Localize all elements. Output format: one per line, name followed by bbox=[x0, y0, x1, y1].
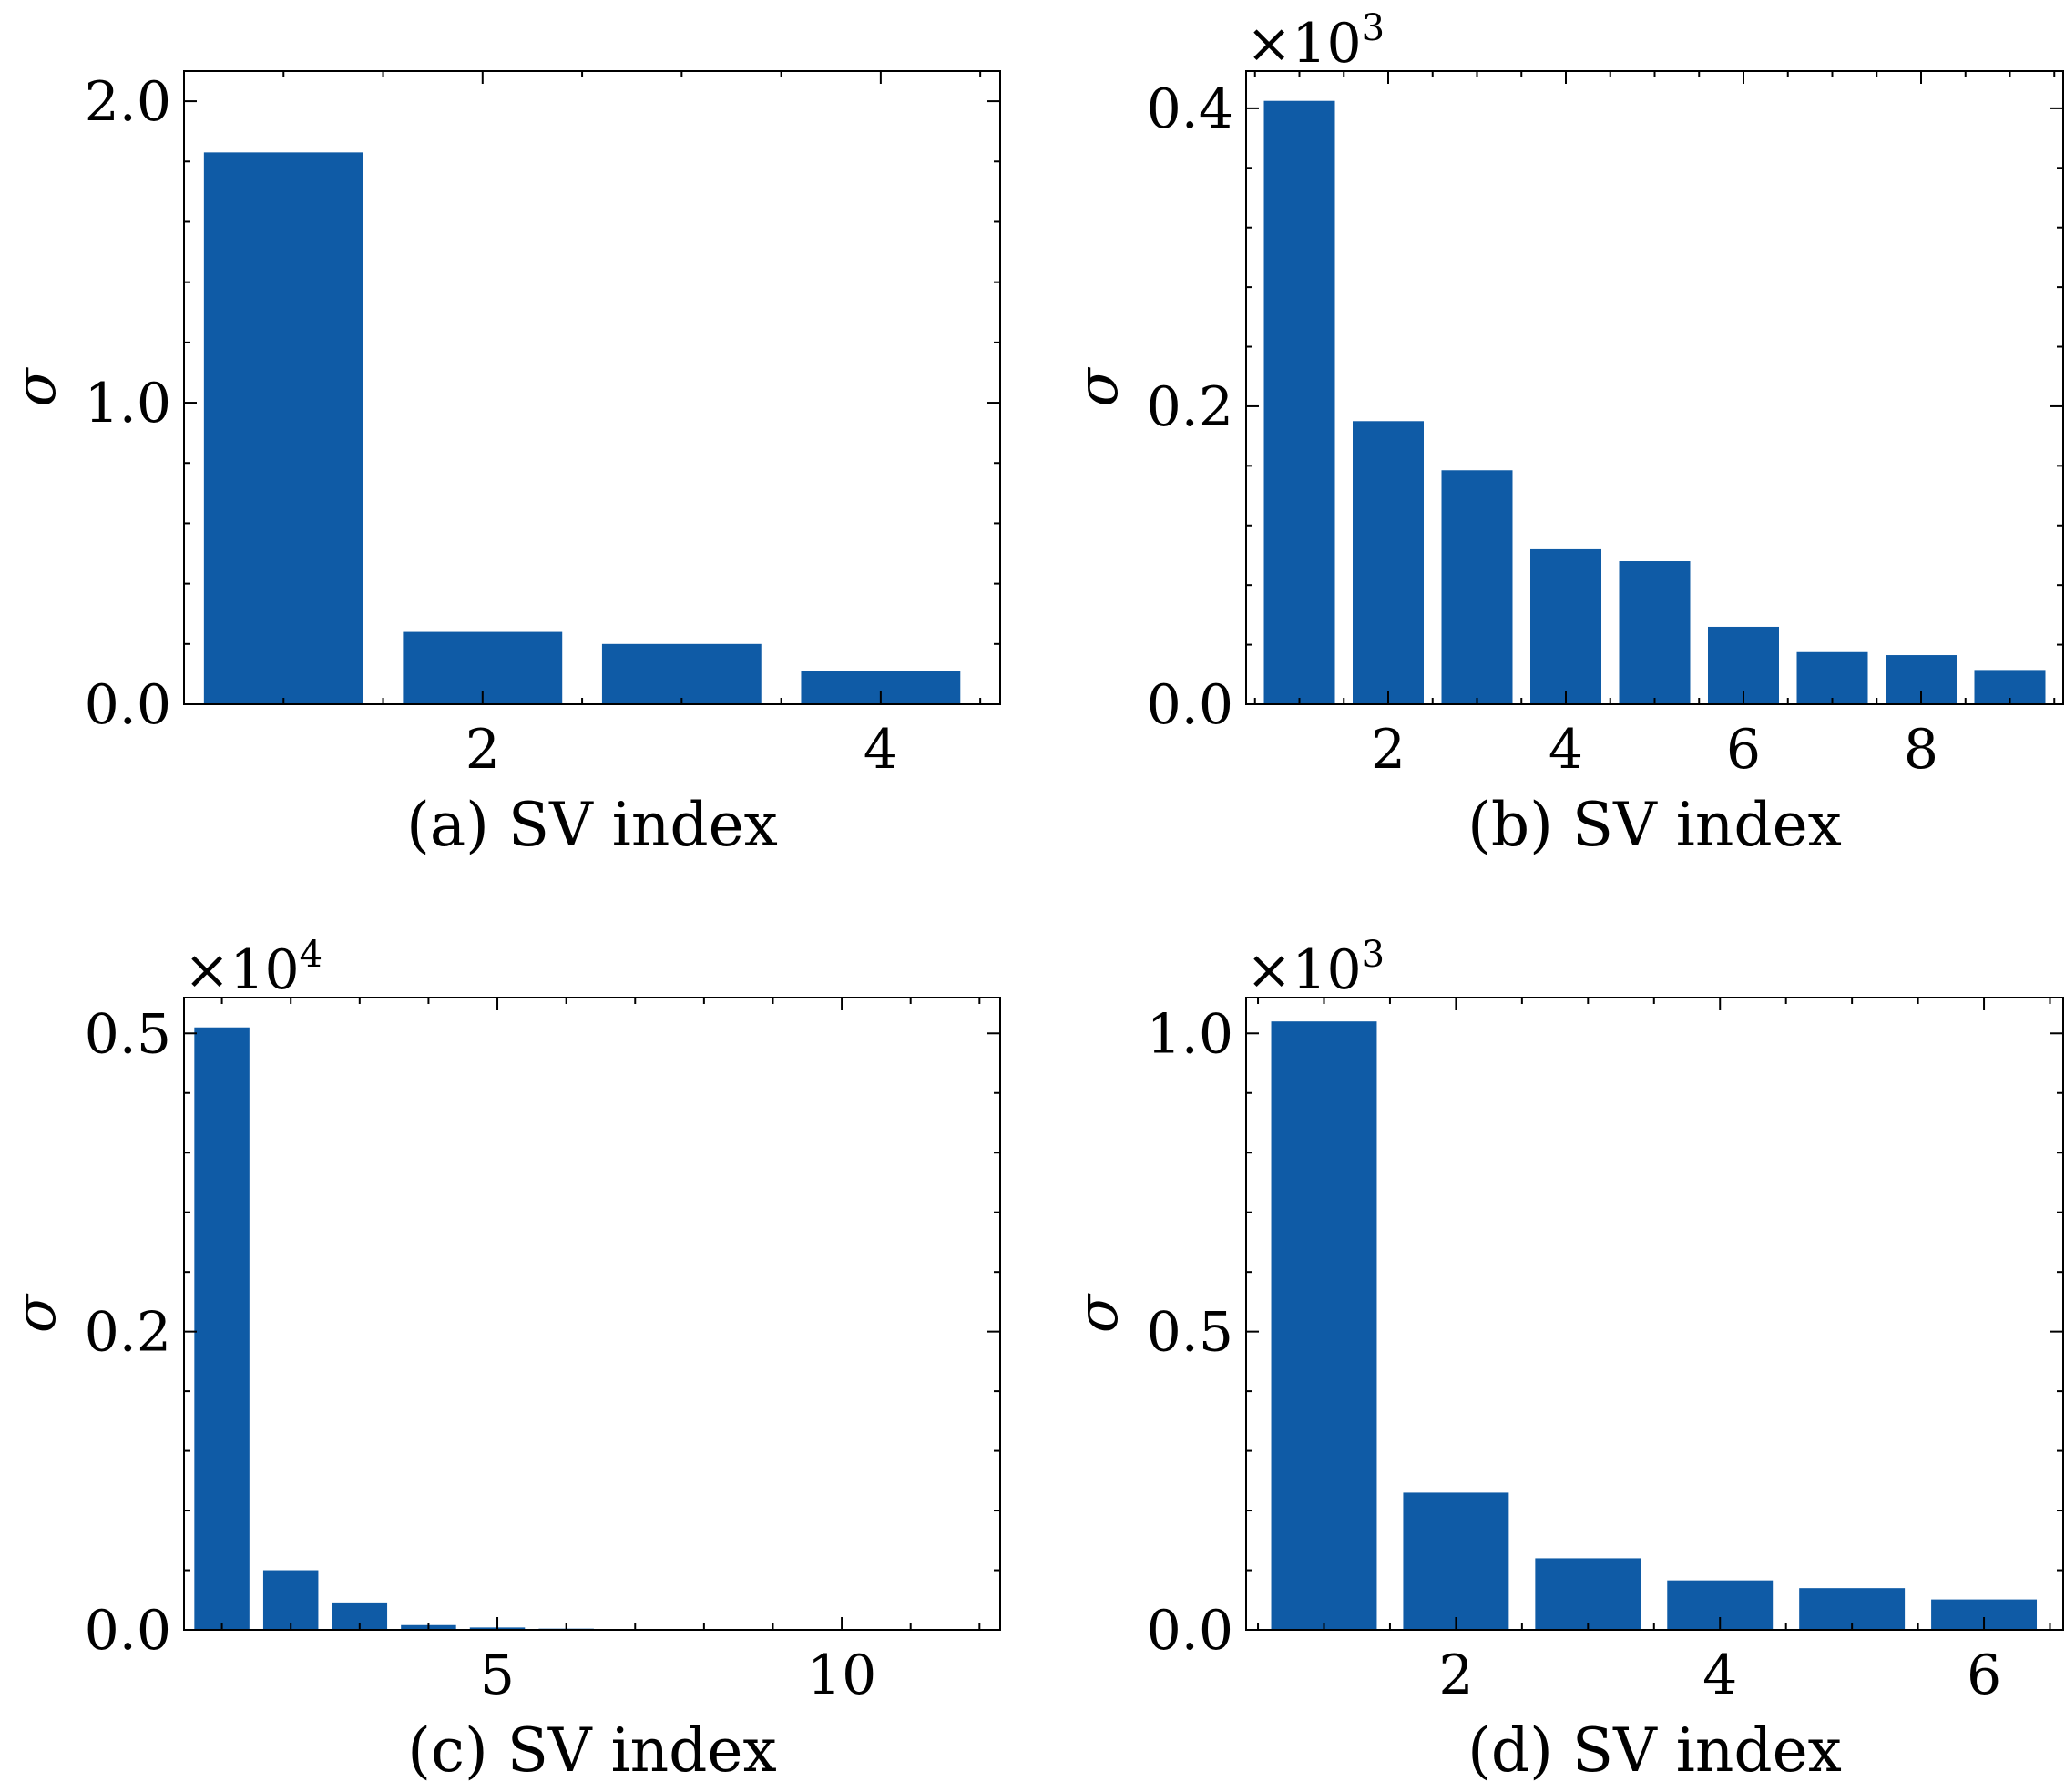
bar-2 bbox=[1353, 421, 1424, 704]
x-tick-label: 6 bbox=[1967, 1644, 2001, 1707]
y-tick-label: 0.4 bbox=[1147, 77, 1233, 141]
axes-frame bbox=[183, 997, 1001, 1631]
bar-5 bbox=[1619, 561, 1691, 704]
x-tick-label: 8 bbox=[1904, 718, 1938, 782]
axis-multiplier: ×103 bbox=[1246, 7, 1385, 76]
bar-3 bbox=[1535, 1558, 1641, 1630]
x-axis-label: (c) SV index bbox=[407, 1715, 776, 1786]
y-tick-label: 0.0 bbox=[1147, 1599, 1233, 1663]
x-tick-label: 2 bbox=[465, 718, 500, 782]
subplot-a: 0.0 1.0 2.0 2 4 (a) SV index σ bbox=[2, 70, 1001, 860]
axis-multiplier: ×103 bbox=[1246, 934, 1385, 1002]
multiplier-exponent: 3 bbox=[1362, 7, 1385, 49]
y-axis-label: σ bbox=[2, 367, 68, 407]
bar-1 bbox=[194, 1027, 250, 1630]
x-tick-label: 4 bbox=[1549, 718, 1583, 782]
axis-multiplier: ×104 bbox=[184, 934, 322, 1002]
bar-1 bbox=[1271, 1021, 1377, 1630]
bar-3 bbox=[601, 643, 762, 704]
y-tick-label: 1.0 bbox=[85, 372, 171, 435]
y-tick-label: 0.0 bbox=[1147, 673, 1233, 737]
x-tick-label: 6 bbox=[1726, 718, 1761, 782]
multiplier-base: ×10 bbox=[1246, 938, 1362, 1002]
y-tick-label: 0.5 bbox=[85, 1002, 171, 1066]
y-tick-label: 0.5 bbox=[1147, 1301, 1233, 1365]
bar-1 bbox=[203, 152, 363, 705]
x-tick-label: 2 bbox=[1438, 1644, 1473, 1707]
bar-4 bbox=[1530, 548, 1601, 704]
multiplier-base: ×10 bbox=[1246, 12, 1362, 76]
bar-5 bbox=[1799, 1588, 1906, 1630]
subplot-b: 0.0 0.2 0.4 2 4 6 8 (b) SV index σ ×103 bbox=[1064, 7, 2064, 860]
x-tick-label: 10 bbox=[807, 1644, 876, 1707]
y-tick-label: 2.0 bbox=[85, 70, 171, 134]
y-tick-label: 0.2 bbox=[1147, 375, 1233, 439]
y-tick-label: 0.2 bbox=[85, 1301, 171, 1365]
y-tick-label: 0.0 bbox=[85, 673, 171, 737]
x-tick-label: 4 bbox=[1702, 1644, 1737, 1707]
bar-6 bbox=[1708, 626, 1779, 704]
x-axis-label: (a) SV index bbox=[406, 790, 778, 860]
y-axis-label: σ bbox=[1064, 1293, 1130, 1333]
y-tick-label: 0.0 bbox=[85, 1599, 171, 1663]
x-tick-label: 5 bbox=[480, 1644, 515, 1707]
y-tick-label: 1.0 bbox=[1147, 1002, 1233, 1066]
subplot-c: 0.0 0.2 0.5 5 10 (c) SV index σ ×104 bbox=[2, 934, 1001, 1786]
x-axis-label: (d) SV index bbox=[1467, 1715, 1842, 1786]
x-tick-label: 2 bbox=[1371, 718, 1406, 782]
multiplier-base: ×10 bbox=[184, 938, 300, 1002]
bar-1 bbox=[1263, 100, 1335, 704]
bar-2 bbox=[1403, 1492, 1509, 1630]
subplot-d: 0.0 0.5 1.0 2 4 6 (d) SV index σ ×103 bbox=[1064, 934, 2064, 1786]
x-tick-label: 4 bbox=[864, 718, 898, 782]
axes-frame bbox=[183, 70, 1001, 705]
multiplier-exponent: 3 bbox=[1362, 934, 1385, 976]
x-axis-label: (b) SV index bbox=[1467, 790, 1842, 860]
bar-7 bbox=[1796, 651, 1868, 704]
y-axis-label: σ bbox=[1064, 367, 1130, 407]
multiplier-exponent: 4 bbox=[300, 934, 322, 976]
bar-3 bbox=[1441, 470, 1513, 704]
bar-2 bbox=[262, 1570, 319, 1630]
y-axis-label: σ bbox=[2, 1293, 68, 1333]
